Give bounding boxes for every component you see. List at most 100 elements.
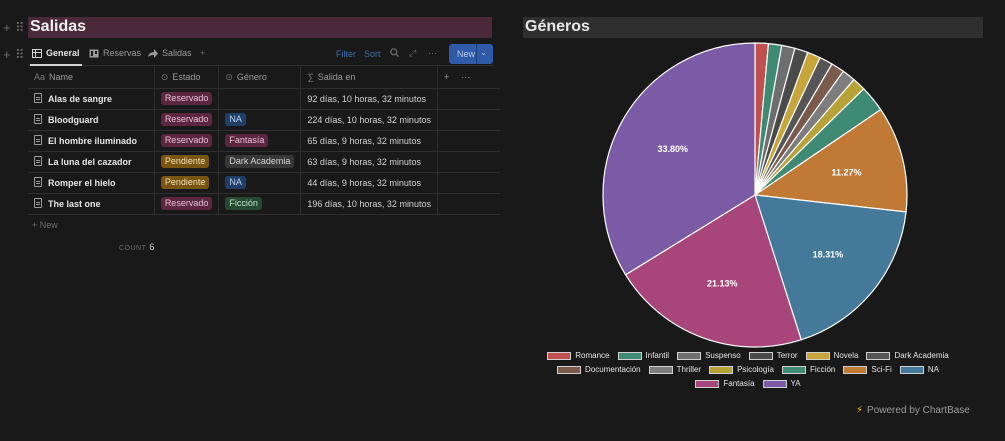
slice-data-label: 11.27% (831, 167, 861, 177)
database-panel: + ⠿ Salidas + ⠿ General Reservas Salidas… (0, 0, 500, 441)
search-icon[interactable] (390, 48, 400, 59)
row-title: Romper el hielo (48, 178, 116, 188)
cell-empty[interactable] (437, 88, 500, 110)
tab-salidas[interactable]: Salidas (148, 48, 192, 58)
genero-tag: NA (225, 176, 246, 189)
legend-item[interactable]: YA (762, 378, 801, 389)
add-block-icon[interactable]: + (3, 20, 11, 35)
pie-slice-na[interactable] (754, 194, 907, 341)
table-row[interactable]: The last one Reservado Ficción 196 días, 10… (28, 193, 500, 215)
add-column-icon[interactable]: + (443, 72, 450, 83)
cell-empty[interactable] (437, 109, 500, 131)
legend-item[interactable]: Thriller (648, 364, 701, 375)
cell-estado[interactable]: Reservado (154, 109, 220, 131)
cell-salida[interactable]: 44 días, 9 horas, 32 minutos (300, 172, 438, 194)
salida-value: 224 días, 10 horas, 32 minutos (307, 114, 431, 125)
column-header-salida[interactable]: ∑ Salida en (300, 67, 438, 89)
new-button[interactable]: New ⌄ (449, 44, 493, 64)
table-row[interactable]: Romper el hielo Pendiente NA 44 días, 9 hor… (28, 172, 500, 194)
cell-genero[interactable]: NA (218, 172, 302, 194)
cell-empty[interactable] (437, 193, 500, 215)
table-row[interactable]: La luna del cazador Pendiente Dark Academi… (28, 151, 500, 173)
cell-name[interactable]: Bloodguard (28, 109, 155, 131)
pie-slice-fantas-a[interactable] (624, 194, 802, 348)
cell-genero[interactable]: Ficción (218, 193, 302, 215)
cell-name[interactable]: Romper el hielo (28, 172, 155, 194)
cell-empty[interactable] (437, 130, 500, 152)
legend-item[interactable]: Terror (748, 350, 798, 361)
new-row-button[interactable]: + New (32, 220, 58, 230)
cell-salida[interactable]: 65 días, 9 horas, 32 minutos (300, 130, 438, 152)
cell-salida[interactable]: 196 días, 10 horas, 32 minutos (300, 193, 438, 215)
filter-button[interactable]: Filter (336, 49, 356, 59)
cell-name[interactable]: Alas de sangre (28, 88, 155, 110)
cell-genero[interactable]: Fantasía (218, 130, 302, 152)
legend-item[interactable]: Romance (547, 350, 610, 361)
more-icon[interactable]: ··· (461, 72, 471, 83)
column-label: Género (236, 71, 267, 82)
cell-estado[interactable]: Reservado (154, 88, 220, 110)
legend-item[interactable]: Ficción (782, 364, 835, 375)
pie-slice-sci-fi[interactable] (753, 108, 908, 213)
powered-by[interactable]: ⚡ Powered by ChartBase (856, 405, 970, 416)
legend-item[interactable]: Psicología (709, 364, 774, 375)
legend-item[interactable]: NA (899, 364, 939, 375)
cell-estado[interactable]: Pendiente (154, 151, 220, 173)
add-block-icon[interactable]: + (3, 47, 11, 62)
more-options-button[interactable]: ··· (428, 48, 437, 58)
row-title: La luna del cazador (48, 157, 132, 167)
column-header-genero[interactable]: ⊙ Género (218, 67, 302, 89)
cell-empty[interactable] (437, 172, 500, 194)
legend-item[interactable]: Dark Academia (866, 350, 949, 361)
add-view-button[interactable]: + (200, 48, 206, 58)
tab-label: Salidas (162, 48, 192, 58)
page-icon (34, 93, 42, 103)
cell-salida[interactable]: 63 días, 9 horas, 32 minutos (300, 151, 438, 173)
cell-salida[interactable]: 224 días, 10 horas, 32 minutos (300, 109, 438, 131)
estado-tag: Pendiente (160, 155, 210, 168)
cell-estado[interactable]: Pendiente (154, 172, 220, 194)
genero-tag: Fantasía (225, 134, 269, 147)
cell-empty[interactable] (437, 151, 500, 173)
legend-swatch (695, 379, 720, 388)
cell-name[interactable]: The last one (28, 193, 155, 215)
legend-item[interactable]: Novela (805, 350, 858, 361)
cell-genero[interactable]: NA (218, 109, 302, 131)
genero-tag: Dark Academia (225, 155, 295, 168)
chevron-down-icon[interactable]: ⌄ (480, 48, 487, 57)
column-label: Estado (172, 71, 201, 82)
cell-name[interactable]: La luna del cazador (28, 151, 155, 173)
legend-item[interactable]: Fantasía (695, 378, 755, 389)
legend-swatch (899, 365, 924, 374)
database-title[interactable]: Salidas (30, 18, 87, 35)
legend-item[interactable]: Infantil (617, 350, 670, 361)
column-label: Salida en (317, 72, 356, 83)
legend-item[interactable]: Suspenso (677, 350, 741, 361)
column-header-estado[interactable]: ⊙ Estado (154, 67, 220, 89)
legend-item[interactable]: Sci-Fi (843, 364, 892, 375)
pie-slice-ya[interactable] (602, 42, 756, 276)
cell-genero[interactable]: Dark Academia (218, 151, 302, 173)
legend-item[interactable]: Documentación (557, 364, 641, 375)
cell-genero[interactable] (218, 88, 302, 110)
estado-tag: Reservado (160, 113, 213, 126)
cell-salida[interactable]: 92 días, 10 horas, 32 minutos (300, 88, 438, 110)
row-title: The last one (48, 199, 101, 209)
count-summary[interactable]: COUNT 6 (119, 242, 155, 252)
drag-handle-icon[interactable]: ⠿ (15, 20, 25, 35)
drag-handle-icon[interactable]: ⠿ (15, 47, 25, 62)
tab-reservas[interactable]: Reservas (89, 48, 141, 58)
table-row[interactable]: Bloodguard Reservado NA 224 días, 10 horas,… (28, 109, 500, 131)
legend-label: Infantil (645, 351, 670, 360)
cell-estado[interactable]: Reservado (154, 193, 220, 215)
row-title: Bloodguard (48, 115, 99, 125)
table-row[interactable]: Alas de sangre Reservado 92 días, 10 horas… (28, 88, 500, 110)
expand-icon[interactable]: ⤢ (409, 48, 417, 58)
tab-general[interactable]: General (32, 48, 80, 58)
cell-name[interactable]: El hombre iluminado (28, 130, 155, 152)
cell-estado[interactable]: Reservado (154, 130, 220, 152)
sort-button[interactable]: Sort (364, 49, 381, 59)
table-row[interactable]: El hombre iluminado Reservado Fantasía 65 d… (28, 130, 500, 152)
column-header-name[interactable]: Aa Name (28, 67, 155, 89)
